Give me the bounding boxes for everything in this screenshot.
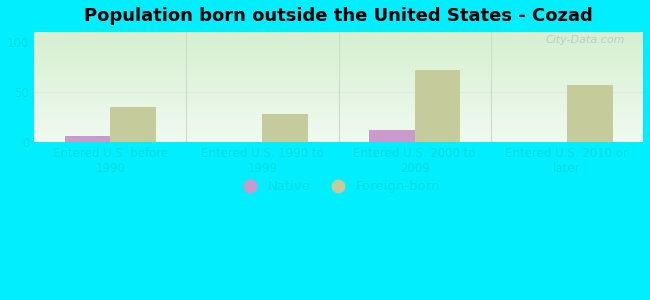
Bar xyxy=(415,70,460,142)
Bar xyxy=(369,130,415,142)
Legend: Native, Foreign-born: Native, Foreign-born xyxy=(231,175,446,199)
Bar xyxy=(64,136,111,142)
Title: Population born outside the United States - Cozad: Population born outside the United State… xyxy=(84,7,593,25)
Bar xyxy=(111,107,156,142)
Bar xyxy=(567,85,612,142)
Bar xyxy=(263,114,308,142)
Text: City-Data.com: City-Data.com xyxy=(545,35,625,45)
